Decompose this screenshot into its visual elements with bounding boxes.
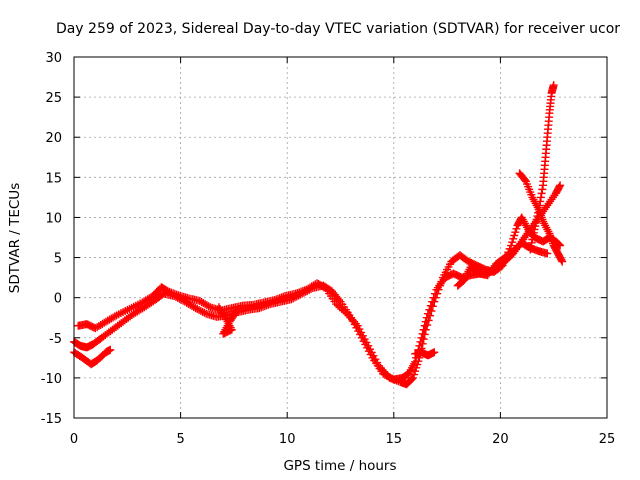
data-point	[537, 189, 546, 198]
data-point	[435, 281, 444, 290]
data-point	[536, 193, 545, 202]
data-point	[543, 249, 552, 258]
series-track-bump	[453, 239, 552, 290]
data-point	[198, 307, 207, 316]
x-tick-label: 0	[70, 432, 78, 447]
data-point	[538, 185, 547, 194]
data-point	[497, 262, 506, 271]
data-point	[195, 305, 204, 314]
series-track-tail	[411, 348, 439, 360]
y-tick-label: 15	[45, 171, 62, 186]
data-point	[427, 307, 436, 316]
chart-title: Day 259 of 2023, Sidereal Day-to-day VTE…	[56, 21, 620, 37]
y-tick-label: 30	[45, 51, 62, 66]
data-point	[424, 316, 433, 325]
y-tick-label: -15	[41, 412, 62, 427]
plot-frame	[73, 56, 608, 419]
y-tick-label: 10	[45, 211, 62, 226]
data-point	[520, 176, 529, 185]
y-tick-label: 20	[45, 131, 62, 146]
data-point	[556, 181, 565, 190]
data-point	[426, 311, 435, 320]
data-point	[430, 348, 439, 357]
data-point	[431, 293, 440, 302]
x-tick-label: 5	[176, 432, 184, 447]
data-point	[335, 295, 344, 304]
y-tick-label: -5	[49, 332, 62, 347]
data-point	[428, 302, 437, 311]
data-marks	[70, 81, 567, 389]
series-track-lower	[70, 345, 115, 369]
data-point	[423, 321, 432, 330]
x-tick-label: 25	[599, 432, 616, 447]
data-point	[420, 330, 429, 339]
data-point	[232, 308, 241, 317]
x-tick-label: 15	[386, 432, 403, 447]
data-point	[196, 306, 205, 315]
y-tick-label: 25	[45, 91, 62, 106]
data-point	[106, 345, 115, 354]
data-point	[230, 309, 239, 318]
data-point	[536, 197, 545, 206]
data-point	[341, 308, 350, 317]
data-point	[555, 182, 564, 191]
data-point	[535, 201, 544, 210]
data-point	[433, 289, 442, 298]
data-point	[191, 304, 200, 313]
data-point	[534, 205, 543, 214]
data-point	[437, 277, 446, 286]
data-point	[407, 374, 416, 383]
data-point	[557, 256, 566, 265]
x-axis-label: GPS time / hours	[283, 458, 396, 474]
y-tick-label: 5	[54, 252, 62, 267]
data-point	[419, 335, 428, 344]
data-point	[558, 257, 567, 266]
axis-ticks: 0 5 10 15 20 25 -15 -10 -5 0 5 10 15 20 25 30	[41, 51, 616, 447]
series-track-cross	[214, 303, 241, 338]
data-point	[421, 325, 430, 334]
data-point	[418, 339, 427, 348]
x-tick-label: 10	[279, 432, 296, 447]
data-point	[200, 308, 209, 317]
data-point	[287, 295, 296, 304]
data-point	[430, 297, 439, 306]
y-axis-label: SDTVAR / TECUs	[7, 183, 23, 293]
data-point	[434, 285, 443, 294]
y-tick-label: -10	[41, 372, 62, 387]
y-tick-label: 0	[54, 292, 62, 307]
series-track-upper	[74, 213, 565, 389]
x-tick-label: 20	[492, 432, 509, 447]
data-point	[204, 302, 213, 311]
data-point	[193, 305, 202, 314]
data-point	[549, 81, 558, 90]
